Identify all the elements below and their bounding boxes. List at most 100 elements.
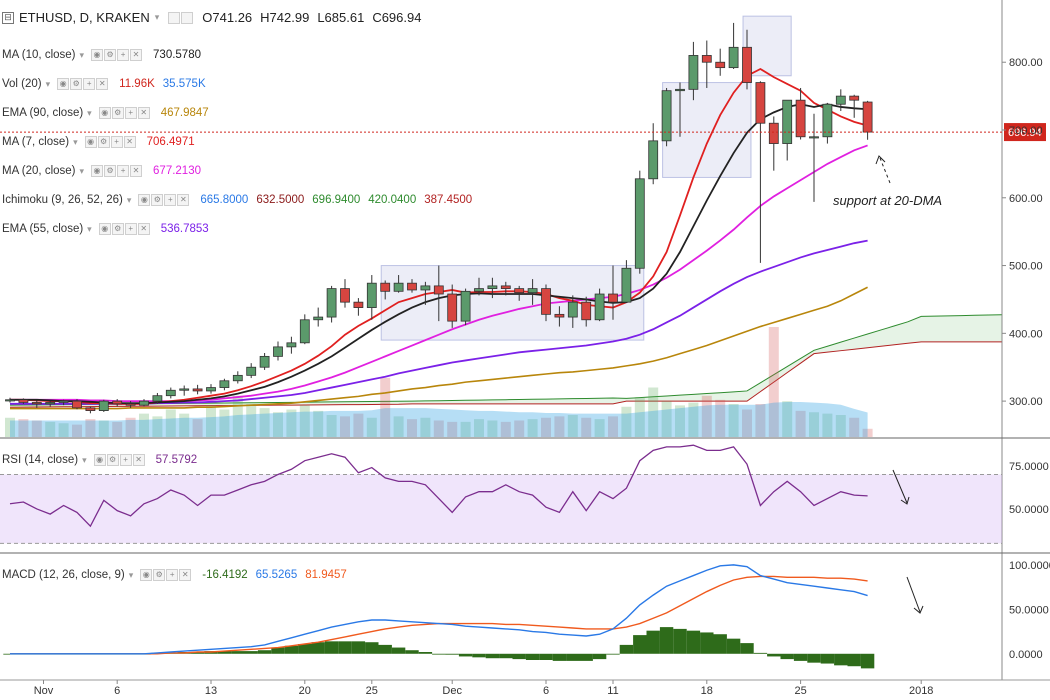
legend-ichimoku-value: 696.9400 [312,194,361,206]
legend-ema90: EMA (90, close) ▾ ◉ ⚙ + ✕ 467.9847 [2,105,209,121]
candle-body [219,380,230,388]
volume-bar [273,412,283,437]
rsi-tick-label: 75.0000 [1009,461,1049,473]
legend-controls[interactable]: ◉ ⚙ + ✕ [84,136,136,148]
macd-label[interactable]: MACD (12, 26, close, 9) [2,569,125,581]
candle-body [98,400,109,412]
volume-bar [567,415,578,437]
candle-body [112,400,123,405]
legend-vol20: Vol (20) ▾ ◉ ⚙ + ✕ 11.96K 35.575K [2,76,206,92]
series-controls[interactable] [168,11,194,24]
legend-controls[interactable]: ◉ ⚙ + ✕ [91,49,143,61]
candle-body [313,316,324,321]
chevron-down-icon[interactable]: ▾ [154,12,160,22]
time-tick-label: 2018 [909,685,933,697]
candle-body [125,403,136,406]
candle-body [447,293,458,322]
macd-histogram-bar [659,627,674,654]
macd-controls[interactable]: ◉ ⚙ + ✕ [140,569,192,581]
candle-body [179,388,190,391]
macd-histogram-bar [793,653,808,661]
candle-body [634,178,645,269]
candle-body [728,46,739,69]
macd-signal-value: 81.9457 [305,569,347,581]
macd-histogram-bar [512,653,526,660]
chevron-down-icon[interactable]: ▾ [126,194,132,205]
ichimoku-span-b [9,341,1002,408]
macd-histogram-bar [619,644,634,654]
macd-histogram-bar [552,653,567,661]
macd-histogram-bar [338,641,352,654]
symbol-title[interactable]: ETHUSD, D, KRAKEN [19,10,150,25]
volume-bar [179,413,190,437]
chevron-down-icon[interactable]: ▾ [79,165,85,176]
legend-ema55-label[interactable]: EMA (55, close) [2,223,84,235]
volume-bar [728,404,739,437]
chevron-down-icon[interactable]: ▾ [73,136,78,147]
volume-bar [72,424,82,437]
volume-bar [98,420,109,437]
macd-histogram-bar [231,651,245,654]
macd-line [10,564,868,655]
candle-body [742,46,752,83]
legend-ema90-label[interactable]: EMA (90, close) [2,107,84,119]
candle-body [393,282,404,292]
rsi-controls[interactable]: ◉ ⚙ + ✕ [93,454,145,466]
volume-bar [85,419,96,437]
chevron-down-icon[interactable]: ▾ [128,569,134,580]
ema90-line [10,286,868,410]
chevron-down-icon[interactable]: ▾ [79,49,85,60]
legend-ichimoku-value: 665.8000 [200,194,249,206]
legend-controls[interactable]: ◉ ⚙ + ✕ [98,107,150,119]
legend-controls[interactable]: ◉ ⚙ + ✕ [138,194,190,206]
macd-histogram-bar [780,653,794,660]
legend-ma10-label[interactable]: MA (10, close) [2,49,76,61]
candle-body [273,346,283,357]
annotation-arrow [879,157,891,184]
macd-histogram-bar [807,653,821,663]
legend-ichimoku-label[interactable]: Ichimoku (9, 26, 52, 26) [2,194,123,206]
candle-body [433,285,444,295]
macd-histogram-bar [472,653,486,658]
candle-body [420,285,431,291]
legend-ma7-value: 706.4971 [146,136,195,148]
volume-bar [634,397,645,437]
legend-ma20-label[interactable]: MA (20, close) [2,165,76,177]
candle-body [165,389,176,397]
legend-vol20-label[interactable]: Vol (20) [2,78,42,90]
candle-body [460,290,471,322]
legend-controls[interactable]: ◉ ⚙ + ✕ [91,165,143,177]
legend-ma7-label[interactable]: MA (7, close) [2,136,70,148]
volume-ma-area [10,401,868,437]
legend-controls[interactable]: ◉ ⚙ + ✕ [57,78,109,90]
volume-bar [165,409,176,437]
macd-histogram-bar [217,651,232,654]
legend-ma20-value: 677.2130 [153,165,201,177]
volume-bar [688,402,699,437]
volume-bar [554,416,565,437]
volume-bar [353,413,364,437]
chevron-down-icon[interactable]: ▾ [87,223,92,234]
time-tick-label: Nov [34,685,54,697]
macd-histogram-bar [633,635,647,654]
support-annotation: support at 20-DMA [833,193,942,208]
chevron-down-icon[interactable]: ▾ [82,454,87,465]
chevron-down-icon[interactable]: ▾ [45,78,51,89]
macd-tick-label: 100.0000 [1009,560,1050,572]
collapse-icon[interactable]: ⊟ [2,11,14,24]
legend-ma10: MA (10, close) ▾ ◉ ⚙ + ✕ 730.5780 [2,47,201,63]
volume-bar [299,405,310,437]
chevron-down-icon[interactable]: ▾ [87,107,92,118]
volume-bar [621,406,632,437]
candle-body [554,313,565,318]
macd-legend: MACD (12, 26, close, 9) ▾ ◉ ⚙ + ✕ -16.4192 … [2,567,347,583]
legend-ema90-value: 467.9847 [160,107,209,119]
volume-bar [581,417,592,437]
candle-body [353,301,364,308]
macd-histogram-bar [753,652,768,654]
legend-controls[interactable]: ◉ ⚙ + ✕ [98,223,150,235]
rsi-label[interactable]: RSI (14, close) [2,454,79,466]
macd-histogram-bar [365,642,379,654]
